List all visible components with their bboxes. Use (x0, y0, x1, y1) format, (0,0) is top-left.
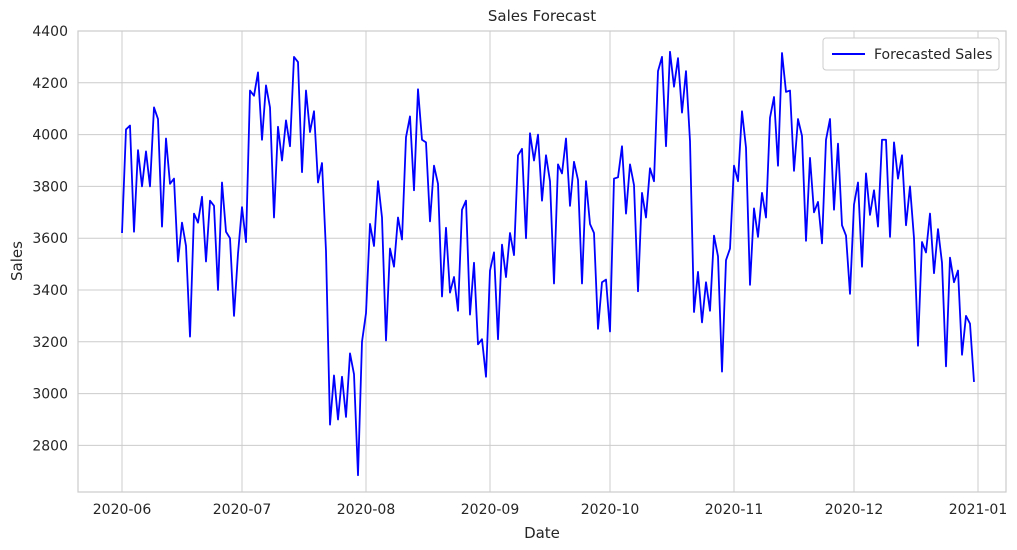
y-tick-label: 4000 (32, 128, 68, 144)
y-tick-label: 3800 (32, 179, 68, 195)
y-tick-label: 4400 (32, 24, 68, 40)
x-tick-label: 2020-11 (705, 502, 764, 518)
legend-box (822, 37, 1000, 71)
axes-layer (77, 30, 1007, 493)
chart-title: Sales Forecast (488, 7, 596, 25)
y-tick-label: 4200 (32, 76, 68, 92)
legend: Forecasted Sales (822, 37, 1000, 71)
y-axis-title: Sales (8, 241, 26, 281)
y-tick-label: 2800 (32, 438, 68, 454)
tick-label-layer: 2020-06 2020-07 2020-08 2020-09 2020-10 2020-… (32, 24, 1007, 518)
axes-frame (77, 30, 1007, 493)
x-axis-title: Date (524, 524, 560, 542)
series-line-forecasted-sales (121, 50, 975, 477)
legend-label: Forecasted Sales (874, 47, 992, 63)
x-tick-label: 2020-09 (461, 502, 520, 518)
x-tick-label: 2021-01 (949, 502, 1008, 518)
y-tick-label: 3600 (32, 231, 68, 247)
line-layer (121, 50, 975, 477)
x-tick-label: 2020-07 (213, 502, 272, 518)
y-tick-label: 3400 (32, 283, 68, 299)
x-tick-label: 2020-12 (825, 502, 884, 518)
x-tick-label: 2020-08 (337, 502, 396, 518)
x-tick-label: 2020-10 (581, 502, 640, 518)
y-tick-label: 3000 (32, 387, 68, 403)
y-tick-label: 3200 (32, 335, 68, 351)
x-tick-label: 2020-06 (93, 502, 152, 518)
